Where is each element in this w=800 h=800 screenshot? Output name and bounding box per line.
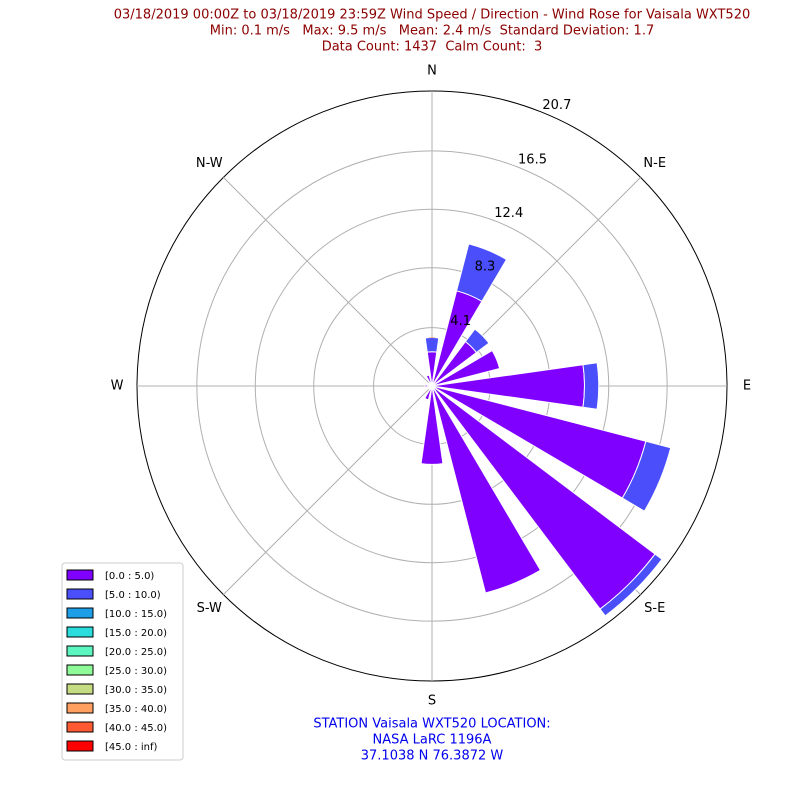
legend-label: [25.0 : 30.0)	[105, 666, 167, 677]
wind-wedge	[424, 337, 440, 353]
legend-label: [45.0 : inf)	[105, 742, 158, 753]
radial-tick-label: 8.3	[475, 259, 496, 274]
legend-swatch	[66, 683, 94, 695]
chart-subtitle: Min: 0.1 m/s Max: 9.5 m/s Mean: 2.4 m/s …	[210, 24, 654, 39]
wind-wedge	[431, 364, 585, 408]
legend-swatch	[66, 721, 94, 733]
legend-label: [35.0 : 40.0)	[105, 704, 167, 715]
legend-swatch	[66, 645, 94, 657]
station-note: STATION Vaisala WXT520 LOCATION:	[313, 717, 550, 732]
legend-label: [0.0 : 5.0)	[105, 571, 154, 582]
radial-tick-label: 20.7	[542, 98, 571, 113]
legend-label: [5.0 : 10.0)	[105, 590, 161, 601]
legend-swatch	[66, 626, 94, 638]
legend-label: [15.0 : 20.0)	[105, 628, 167, 639]
legend-swatch	[66, 569, 94, 581]
wind-wedge	[456, 243, 508, 302]
legend-swatch	[66, 664, 94, 676]
wind-wedge	[420, 385, 444, 465]
wind-wedge	[424, 384, 433, 388]
direction-label: N-W	[196, 156, 223, 171]
radial-tick-label: 16.5	[518, 153, 547, 168]
legend-swatch	[66, 607, 94, 619]
wind-wedge	[424, 385, 433, 401]
wind-wedge	[431, 385, 542, 594]
legend-label: [40.0 : 45.0)	[105, 723, 167, 734]
chart-subtitle: Data Count: 1437 Calm Count: 3	[322, 40, 543, 55]
legend-swatch	[66, 588, 94, 600]
station-note: 37.1038 N 76.3872 W	[361, 749, 504, 764]
legend-swatch	[66, 740, 94, 752]
direction-label: S-W	[197, 601, 222, 616]
wind-wedge	[464, 328, 490, 354]
direction-label: E	[743, 379, 751, 394]
wind-wedge	[621, 440, 672, 512]
legend-label: [10.0 : 15.0)	[105, 609, 167, 620]
legend-label: [20.0 : 25.0)	[105, 647, 167, 658]
direction-label: N-E	[643, 156, 666, 171]
chart-title: 03/18/2019 00:00Z to 03/18/2019 23:59Z W…	[114, 8, 751, 23]
radial-tick-label: 4.1	[450, 314, 471, 329]
station-note: NASA LaRC 1196A	[373, 733, 492, 748]
wind-wedge	[431, 349, 501, 387]
wind-wedge	[425, 374, 433, 387]
grid-spoke	[223, 177, 433, 387]
direction-label: N	[427, 64, 437, 79]
direction-label: W	[111, 379, 124, 394]
legend-label: [30.0 : 35.0)	[105, 685, 167, 696]
direction-label: S-E	[644, 601, 665, 616]
wind-wedge	[599, 553, 663, 617]
wind-wedge	[582, 362, 600, 410]
direction-label: S	[428, 694, 436, 709]
grid-spoke	[223, 385, 433, 595]
radial-tick-label: 12.4	[494, 206, 523, 221]
legend-swatch	[66, 702, 94, 714]
